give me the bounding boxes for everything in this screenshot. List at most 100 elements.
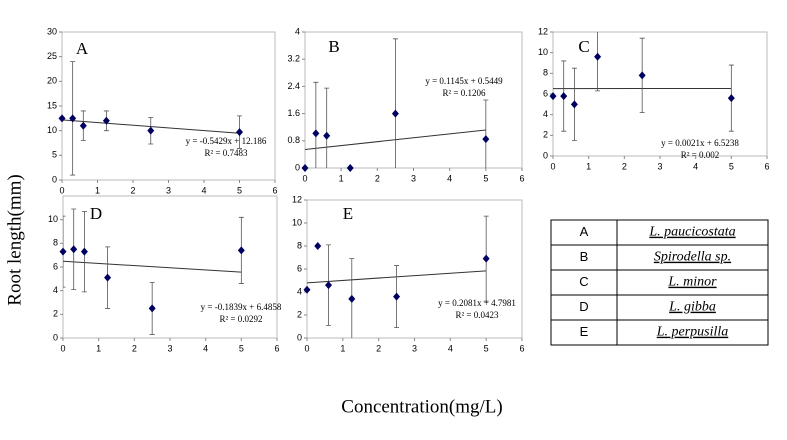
panel-title: E [343, 204, 353, 223]
data-point [301, 164, 309, 172]
data-point [148, 304, 156, 313]
data-point [69, 114, 77, 123]
panel: 0 0.8 1.6 2.4 3.2 4 0 1 2 3 4 5 6 By = 0.1145x + 0.54… [287, 26, 524, 183]
x-tick-label: 0 [304, 343, 309, 353]
x-tick-label: 6 [519, 173, 524, 183]
legend-table: A L. paucicostata B Spirodella sp. C L. minor… [550, 219, 769, 346]
trend-equation: y = 0.0021x + 6.5238 [661, 138, 739, 148]
plot-area [305, 38, 489, 168]
panel: 0 5 10 15 20 25 30 0 1 2 3 4 5 6 Ay = -0.5429x + 12.18… [47, 26, 278, 195]
y-tick-label: 5 [52, 150, 57, 160]
x-tick-label: 3 [412, 343, 417, 353]
x-tick-label: 3 [657, 161, 662, 171]
data-point [314, 242, 322, 250]
x-tick-label: 5 [237, 185, 242, 195]
x-tick-label: 6 [764, 161, 769, 171]
y-tick-label: 10 [48, 214, 58, 224]
y-tick-label: 0 [53, 332, 58, 342]
x-tick-label: 2 [376, 343, 381, 353]
data-point [147, 126, 155, 135]
y-tick-label: 2.4 [287, 81, 300, 91]
r-squared: R² = 0.002 [681, 150, 720, 160]
table-key: A [580, 224, 589, 239]
x-tick-label: 2 [622, 161, 627, 171]
table-key: D [579, 299, 588, 314]
y-tick-label: 2 [543, 130, 548, 140]
data-point [727, 94, 735, 103]
x-tick-label: 4 [693, 161, 698, 171]
data-point [594, 52, 602, 61]
data-point [312, 129, 320, 138]
x-tick-label: 0 [550, 161, 555, 171]
x-tick-label: 5 [239, 343, 244, 353]
data-point [59, 247, 67, 256]
x-tick-label: 0 [60, 343, 65, 353]
x-tick-label: 1 [96, 343, 101, 353]
x-tick-label: 4 [201, 185, 206, 195]
trendline [63, 260, 242, 273]
y-tick-label: 3.2 [287, 54, 300, 64]
y-tick-label: 0 [295, 162, 300, 172]
y-tick-label: 0 [543, 150, 548, 160]
y-tick-label: 25 [47, 51, 57, 61]
y-tick-label: 10 [292, 217, 302, 227]
panel-title: B [328, 37, 339, 56]
y-tick-label: 4 [295, 26, 300, 36]
data-point [346, 164, 354, 172]
x-tick-label: 6 [272, 185, 277, 195]
x-tick-label: 2 [132, 343, 137, 353]
trend-equation: y = -0.5429x + 12.186 [186, 136, 267, 146]
r-squared: R² = 0.0292 [219, 314, 262, 324]
trend-equation: y = 0.2081x + 4.7981 [438, 298, 516, 308]
data-point [104, 273, 112, 282]
data-point [236, 128, 243, 137]
x-axis-label: Concentration(mg/L) [341, 396, 502, 417]
y-tick-label: 4 [53, 285, 58, 295]
y-tick-label: 6 [53, 261, 58, 271]
table-species: Spirodella sp. [654, 250, 731, 265]
y-tick-label: 20 [47, 76, 57, 86]
table-key: E [580, 324, 589, 339]
trend-equation: y = -0.1839x + 6.4858 [201, 302, 282, 312]
y-tick-label: 8 [53, 238, 58, 248]
table-key: B [580, 249, 589, 264]
table-species: L. gibba [668, 300, 716, 315]
y-tick-label: 0 [52, 174, 57, 184]
y-tick-label: 2 [53, 309, 58, 319]
data-point [102, 116, 110, 125]
data-point [303, 285, 311, 294]
y-tick-label: 6 [297, 263, 302, 273]
data-point [237, 246, 245, 255]
y-tick-label: 6 [543, 88, 548, 98]
data-point [482, 254, 490, 263]
table-species: L. minor [667, 275, 717, 290]
x-tick-label: 1 [340, 343, 345, 353]
y-tick-label: 10 [538, 47, 548, 57]
x-tick-label: 4 [447, 173, 452, 183]
r-squared: R² = 0.0423 [455, 310, 499, 320]
x-tick-label: 1 [586, 161, 591, 171]
x-tick-label: 3 [166, 185, 171, 195]
panel-title: D [90, 204, 102, 223]
y-tick-label: 12 [292, 194, 302, 204]
data-point [348, 294, 356, 303]
y-axis-label: Root length(mm) [4, 174, 25, 305]
y-tick-label: 15 [47, 100, 57, 110]
y-tick-label: 4 [297, 286, 302, 296]
x-tick-label: 3 [167, 343, 172, 353]
y-tick-label: 12 [538, 26, 548, 36]
error-bar [63, 215, 66, 288]
y-tick-label: 8 [297, 240, 302, 250]
x-tick-label: 2 [375, 173, 380, 183]
data-point [638, 71, 646, 80]
x-tick-label: 5 [484, 343, 489, 353]
data-point [325, 281, 332, 290]
table-species: L. perpusilla [656, 325, 729, 340]
r-squared: R² = 0.7483 [204, 148, 248, 158]
data-point [393, 292, 401, 301]
x-tick-label: 1 [95, 185, 100, 195]
x-tick-label: 6 [274, 343, 279, 353]
